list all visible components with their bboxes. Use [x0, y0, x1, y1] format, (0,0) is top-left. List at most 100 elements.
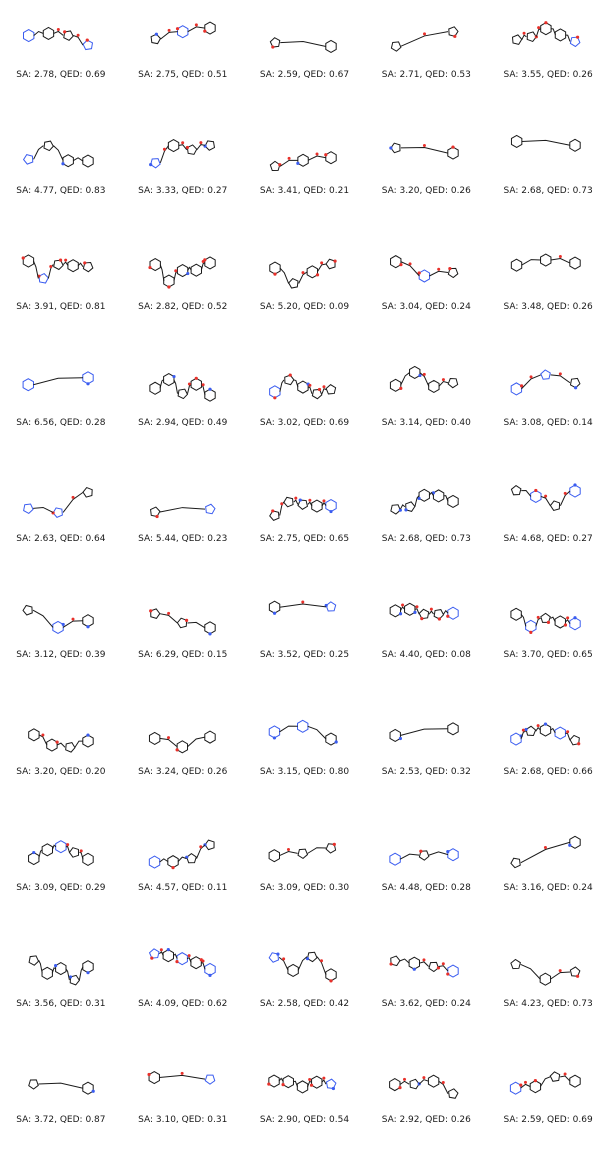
- ring: [570, 378, 581, 389]
- atom: [281, 1082, 286, 1087]
- bond: [186, 956, 192, 963]
- atom: [389, 962, 393, 966]
- molecule-cell: SA: 2.68, QED: 0.66: [487, 697, 609, 813]
- sa-value: 5.20: [277, 302, 298, 313]
- ring: [510, 958, 522, 969]
- sa-value: 3.08: [521, 418, 542, 429]
- molecule-cell: SA: 3.91, QED: 0.81: [0, 232, 122, 348]
- atom: [332, 1086, 336, 1090]
- ring: [569, 966, 581, 977]
- ring: [554, 28, 567, 42]
- atom: [419, 849, 423, 853]
- ring: [325, 39, 338, 54]
- atom: [68, 975, 72, 979]
- bond: [33, 377, 83, 386]
- bond: [33, 145, 44, 160]
- qed-prefix: , QED:: [175, 882, 208, 893]
- bond: [550, 727, 556, 733]
- qed-prefix: , QED:: [54, 418, 86, 429]
- ring: [82, 1081, 94, 1095]
- score-label: SA: 3.04, QED: 0.24: [365, 302, 487, 312]
- atom: [324, 153, 328, 157]
- bond: [540, 496, 551, 507]
- qed-prefix: , QED:: [54, 302, 86, 313]
- bond: [200, 262, 205, 271]
- atom: [529, 631, 533, 635]
- bond: [419, 1078, 430, 1085]
- bond: [400, 727, 449, 736]
- bond: [308, 155, 327, 161]
- bond: [550, 28, 557, 36]
- ring: [186, 144, 198, 156]
- ring: [539, 972, 552, 986]
- molecule-cell: SA: 4.77, QED: 0.83: [0, 116, 122, 232]
- bond: [177, 856, 187, 862]
- molecule-structure: [510, 958, 581, 986]
- bond: [56, 742, 66, 748]
- atom: [534, 35, 539, 39]
- sa-prefix: SA:: [16, 534, 35, 545]
- bond: [159, 737, 178, 747]
- molecule-cell: SA: 4.40, QED: 0.08: [365, 580, 487, 696]
- sa-prefix: SA:: [503, 418, 522, 429]
- ring: [284, 374, 295, 386]
- atom: [71, 618, 75, 622]
- score-label: SA: 2.59, QED: 0.69: [487, 1115, 609, 1125]
- molecule-cell: SA: 3.24, QED: 0.26: [122, 697, 244, 813]
- score-label: SA: 2.92, QED: 0.26: [365, 1115, 487, 1125]
- bond: [172, 953, 178, 959]
- atom: [294, 497, 298, 501]
- ring: [447, 378, 459, 389]
- qed-value: 0.09: [329, 302, 350, 313]
- atom: [399, 263, 403, 267]
- sa-prefix: SA:: [381, 1114, 400, 1125]
- ring: [82, 959, 94, 974]
- bond: [159, 264, 165, 282]
- qed-value: 0.73: [572, 998, 593, 1009]
- atom: [417, 271, 422, 275]
- sa-value: 3.10: [155, 1114, 176, 1125]
- ring: [569, 138, 581, 152]
- ring: [176, 618, 187, 629]
- qed-value: 0.28: [450, 882, 471, 893]
- qed-prefix: , QED:: [54, 998, 86, 1009]
- qed-prefix: , QED:: [541, 186, 573, 197]
- score-label: SA: 2.90, QED: 0.54: [244, 1115, 366, 1125]
- molecule-cell: SA: 2.75, QED: 0.51: [122, 0, 244, 116]
- atom: [536, 723, 540, 727]
- atom: [404, 508, 408, 512]
- molecule-structure: [512, 21, 581, 48]
- bond: [400, 504, 406, 510]
- sa-prefix: SA:: [259, 882, 278, 893]
- molecule-cell: SA: 3.08, QED: 0.14: [487, 348, 609, 464]
- sa-value: 3.12: [34, 650, 55, 661]
- ring: [52, 507, 63, 519]
- ring: [390, 379, 402, 393]
- qed-value: 0.69: [329, 418, 350, 429]
- qed-value: 0.42: [329, 998, 350, 1009]
- molecule-cell: SA: 2.90, QED: 0.54: [244, 1045, 366, 1161]
- qed-value: 0.64: [85, 534, 106, 545]
- atom: [194, 23, 198, 27]
- bond: [280, 159, 299, 167]
- bond: [438, 381, 449, 388]
- atom: [573, 483, 577, 488]
- ring: [22, 29, 35, 43]
- ring: [55, 961, 67, 975]
- atom: [208, 973, 212, 977]
- qed-prefix: , QED:: [541, 534, 573, 545]
- molecule-structure: [389, 955, 459, 978]
- molecule-cell: SA: 3.72, QED: 0.87: [0, 1045, 122, 1161]
- ring: [28, 955, 40, 966]
- molecule-cell: SA: 3.55, QED: 0.26: [487, 0, 609, 116]
- ring: [41, 966, 53, 980]
- sa-value: 3.15: [277, 766, 298, 777]
- ring: [512, 34, 523, 45]
- sa-value: 2.94: [155, 418, 176, 429]
- sa-value: 2.92: [399, 1114, 420, 1125]
- molecule-structure: [269, 258, 338, 289]
- score-label: SA: 3.55, QED: 0.26: [487, 70, 609, 80]
- ring: [297, 848, 309, 859]
- atom: [301, 601, 305, 605]
- atom: [310, 1083, 314, 1087]
